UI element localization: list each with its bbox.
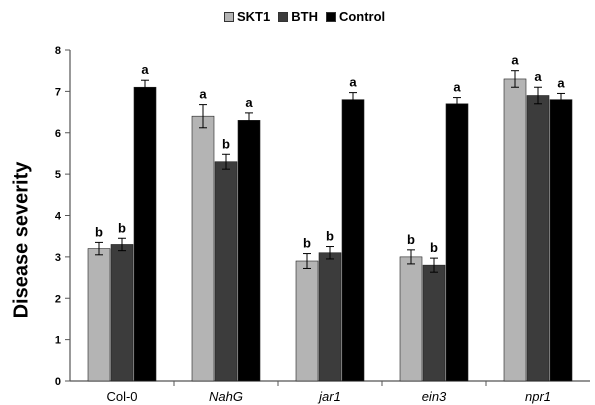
bar-control bbox=[133, 86, 157, 382]
significance-label: b bbox=[430, 240, 438, 255]
bar-skt1 bbox=[399, 256, 423, 382]
bar-skt1 bbox=[503, 78, 527, 382]
y-tick-label: 3 bbox=[55, 252, 61, 264]
legend-swatch-skt1 bbox=[224, 11, 234, 22]
significance-label: a bbox=[511, 53, 519, 68]
bar-bth bbox=[422, 264, 446, 382]
x-tick-label: ein3 bbox=[422, 389, 447, 404]
significance-label: a bbox=[453, 80, 461, 95]
bar-bth bbox=[526, 95, 550, 382]
bar-skt1 bbox=[87, 248, 111, 382]
chart-legend: SKT1 BTH Control bbox=[224, 9, 393, 24]
significance-label: a bbox=[557, 75, 565, 90]
bar-bth bbox=[110, 244, 134, 382]
significance-label: b bbox=[303, 236, 311, 251]
bar-skt1 bbox=[191, 115, 215, 382]
bar-bth bbox=[318, 252, 342, 382]
x-tick-label: NahG bbox=[209, 389, 243, 404]
legend-item-skt1: SKT1 bbox=[224, 9, 270, 24]
x-tick-label: Col-0 bbox=[106, 389, 137, 404]
legend-label-bth: BTH bbox=[291, 9, 318, 24]
legend-swatch-bth bbox=[278, 11, 289, 22]
x-tick-label: npr1 bbox=[525, 389, 551, 404]
y-tick-label: 2 bbox=[55, 293, 61, 305]
significance-label: b bbox=[407, 232, 415, 247]
y-tick-label: 1 bbox=[55, 335, 61, 347]
significance-label: b bbox=[95, 224, 103, 239]
legend-label-control: Control bbox=[338, 9, 386, 24]
significance-label: a bbox=[534, 69, 542, 84]
y-tick-label: 5 bbox=[55, 169, 61, 181]
legend-item-control: Control bbox=[325, 9, 386, 24]
bar-bth bbox=[214, 161, 238, 382]
legend-swatch-control bbox=[325, 11, 336, 22]
bar-control bbox=[341, 99, 365, 382]
y-tick-label: 7 bbox=[55, 86, 61, 98]
y-tick-label: 8 bbox=[55, 45, 61, 57]
legend-label-skt1: SKT1 bbox=[237, 9, 271, 24]
significance-label: a bbox=[245, 95, 253, 110]
significance-label: a bbox=[199, 87, 207, 102]
x-tick-label: jar1 bbox=[317, 389, 341, 404]
y-tick-label: 0 bbox=[55, 376, 61, 388]
significance-label: b bbox=[118, 220, 126, 235]
significance-label: a bbox=[349, 75, 357, 90]
bar-control bbox=[549, 99, 573, 382]
bar-skt1 bbox=[295, 260, 319, 382]
significance-label: b bbox=[222, 136, 230, 151]
significance-label: a bbox=[141, 62, 149, 77]
y-tick-label: 6 bbox=[55, 128, 61, 140]
bar-control bbox=[445, 103, 469, 382]
significance-label: b bbox=[326, 229, 334, 244]
y-tick-label: 4 bbox=[55, 211, 62, 223]
legend-item-bth: BTH bbox=[278, 9, 318, 24]
bar-control bbox=[237, 120, 261, 382]
